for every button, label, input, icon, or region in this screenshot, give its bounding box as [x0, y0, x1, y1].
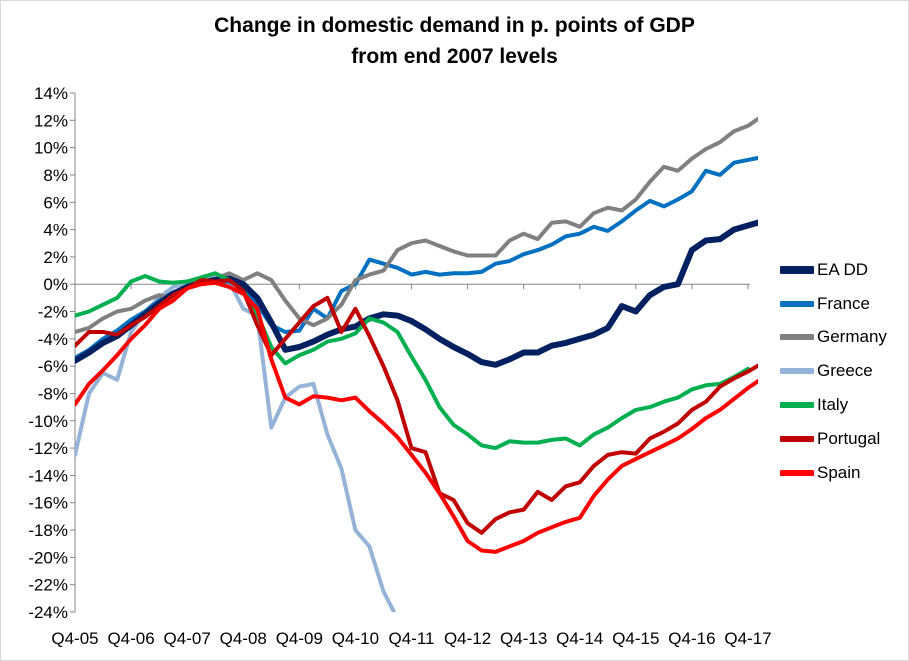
y-tick-label: -14%: [28, 466, 68, 485]
x-tick-label: Q4-05: [51, 629, 98, 648]
legend-label: Italy: [817, 395, 849, 415]
y-tick-label: 2%: [43, 248, 68, 267]
x-tick-label: Q4-07: [164, 629, 211, 648]
legend-item-portugal: Portugal: [780, 422, 887, 456]
x-tick-label: Q4-13: [500, 629, 547, 648]
y-tick-label: 14%: [34, 84, 68, 103]
x-tick-label: Q4-08: [220, 629, 267, 648]
legend-item-greece: Greece: [780, 354, 887, 388]
x-tick-label: Q4-12: [444, 629, 491, 648]
y-tick-label: -10%: [28, 412, 68, 431]
x-tick-label: Q4-06: [107, 629, 154, 648]
legend-item-germany: Germany: [780, 321, 887, 355]
legend-label: Germany: [817, 327, 887, 347]
y-tick-label: -22%: [28, 576, 68, 595]
legend-item-ea-dd: EA DD: [780, 253, 887, 287]
legend-swatch: [780, 469, 814, 476]
y-axis-ticks: 14% 12% 10% 8% 6% 4% 2% 0% -2% -4% -6% -8% -10% -12% -…: [28, 84, 75, 622]
legend-item-spain: Spain: [780, 456, 887, 490]
legend-label: France: [817, 293, 870, 313]
y-tick-label: -20%: [28, 548, 68, 567]
chart-title: Change in domestic demand in p. points o…: [0, 10, 909, 72]
legend-item-france: France: [780, 287, 887, 321]
y-tick-label: -12%: [28, 439, 68, 458]
chart-title-line-1: Change in domestic demand in p. points o…: [214, 14, 695, 37]
y-tick-label: 6%: [43, 193, 68, 212]
legend-label: Spain: [817, 462, 861, 482]
y-tick-label: -8%: [38, 384, 68, 403]
series-layer: [75, 116, 758, 612]
y-tick-label: -2%: [38, 303, 68, 322]
legend-item-italy: Italy: [780, 388, 887, 422]
y-tick-label: -6%: [38, 357, 68, 376]
y-tick-label: -24%: [28, 603, 68, 622]
legend-swatch: [780, 402, 814, 409]
y-tick-label: 12%: [34, 111, 68, 130]
x-tick-label: Q4-10: [332, 629, 379, 648]
legend-swatch: [780, 265, 814, 274]
series-line-italy: [75, 271, 750, 451]
series-line-germany: [75, 116, 758, 334]
y-tick-label: 0%: [43, 275, 68, 294]
series-line-spain: [75, 280, 758, 554]
legend-label: EA DD: [817, 259, 869, 279]
y-tick-label: 10%: [34, 139, 68, 158]
x-tick-label: Q4-17: [724, 629, 771, 648]
x-tick-label: Q4-15: [612, 629, 659, 648]
y-tick-label: 8%: [43, 166, 68, 185]
y-tick-label: -4%: [38, 330, 68, 349]
series-line-portugal: [75, 278, 758, 535]
legend-label: Greece: [817, 361, 873, 381]
axes: [74, 93, 750, 612]
legend-swatch: [780, 368, 814, 375]
legend-swatch: [780, 300, 814, 307]
x-tick-label: Q4-11: [389, 629, 435, 648]
x-axis-ticks: Q4-05 Q4-06 Q4-07 Q4-08 Q4-09 Q4-10 Q4-11 Q4-12…: [51, 284, 772, 648]
legend-swatch: [780, 334, 814, 341]
chart-subtitle: from end 2007 levels: [351, 45, 558, 68]
legend-label: Portugal: [817, 428, 881, 448]
y-tick-label: -18%: [28, 521, 68, 540]
y-tick-label: -16%: [28, 494, 68, 513]
x-tick-label: Q4-16: [668, 629, 715, 648]
x-tick-label: Q4-14: [556, 629, 603, 648]
y-tick-label: 4%: [43, 221, 68, 240]
x-tick-label: Q4-09: [276, 629, 323, 648]
legend-swatch: [780, 435, 814, 442]
legend: EA DD France Germany Greece Italy Portugal Spa…: [780, 253, 887, 490]
